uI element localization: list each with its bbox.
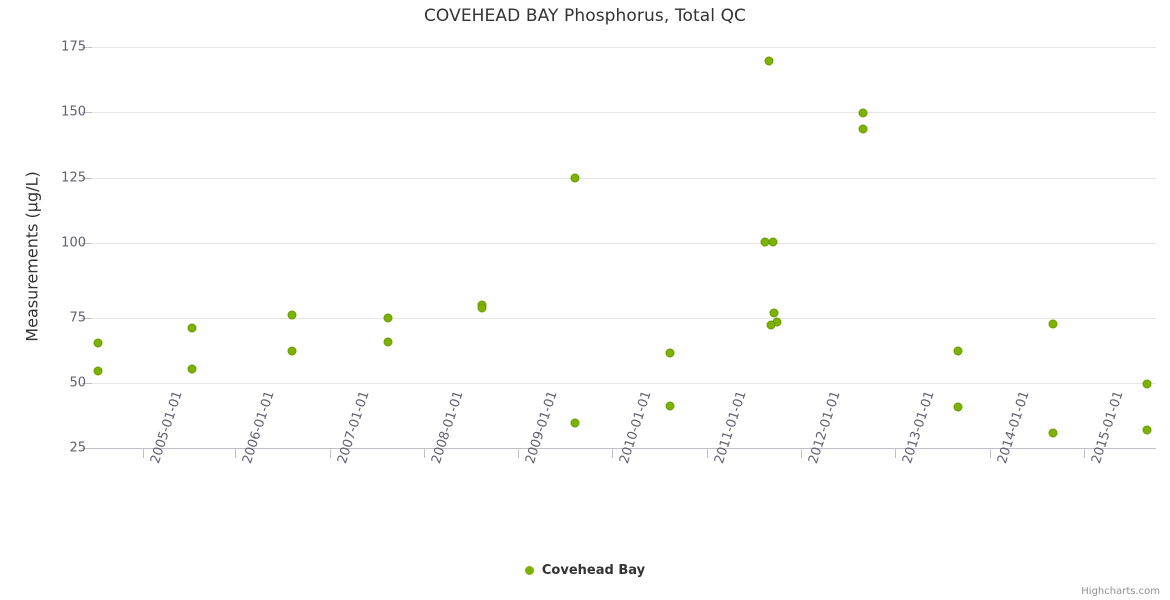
x-axis-tick-mark xyxy=(612,449,613,458)
data-point[interactable] xyxy=(287,310,297,320)
y-axis-tick-label: 175 xyxy=(61,39,86,55)
gridline xyxy=(92,383,1156,384)
y-axis-tick-label: 125 xyxy=(61,170,86,186)
data-point[interactable] xyxy=(769,308,779,318)
data-point[interactable] xyxy=(187,323,197,333)
data-point[interactable] xyxy=(1142,379,1152,389)
y-axis-tick-label: 150 xyxy=(61,104,86,120)
legend-item-label: Covehead Bay xyxy=(541,563,646,578)
x-axis-tick-mark xyxy=(143,449,144,458)
chart-title: COVEHEAD BAY Phosphorus, Total QC xyxy=(423,6,747,26)
y-axis-tick-label: 75 xyxy=(69,310,86,326)
data-point[interactable] xyxy=(383,313,393,323)
y-axis-tick-mark xyxy=(82,318,92,319)
x-axis-tick-mark xyxy=(235,449,236,458)
data-point[interactable] xyxy=(570,173,580,183)
y-axis-tick-mark xyxy=(82,448,92,449)
x-axis-tick-mark xyxy=(990,449,991,458)
gridline xyxy=(92,112,1156,113)
x-axis-tick-mark xyxy=(895,449,896,458)
y-axis-tick-mark xyxy=(82,47,92,48)
y-axis-tick-mark xyxy=(82,178,92,179)
data-point[interactable] xyxy=(1048,319,1058,329)
y-axis-tick-label: 50 xyxy=(69,375,86,391)
gridline xyxy=(92,243,1156,244)
data-point[interactable] xyxy=(1142,425,1152,435)
x-axis-tick-mark xyxy=(424,449,425,458)
x-axis-tick-mark xyxy=(1084,449,1085,458)
data-point[interactable] xyxy=(953,346,963,356)
gridline xyxy=(92,47,1156,48)
legend-marker-icon xyxy=(524,566,534,575)
data-point[interactable] xyxy=(764,56,774,66)
credits-link[interactable]: Highcharts.com xyxy=(1081,586,1160,597)
data-point[interactable] xyxy=(93,338,103,348)
data-point[interactable] xyxy=(187,364,197,374)
data-point[interactable] xyxy=(287,346,297,356)
plot-area xyxy=(92,47,1156,448)
data-point[interactable] xyxy=(477,303,487,313)
data-point[interactable] xyxy=(953,402,963,412)
chart-legend: Covehead Bay xyxy=(0,563,1170,579)
y-axis-tick-mark xyxy=(82,112,92,113)
y-axis-tick-label: 25 xyxy=(69,440,86,456)
y-axis-tick-label: 100 xyxy=(61,235,86,251)
x-axis-tick-mark xyxy=(518,449,519,458)
data-point[interactable] xyxy=(93,366,103,376)
data-point[interactable] xyxy=(665,401,675,411)
y-axis-title: Measurements (μg/L) xyxy=(22,171,42,342)
x-axis-tick-mark xyxy=(707,449,708,458)
gridline xyxy=(92,178,1156,179)
x-axis-line xyxy=(92,448,1156,449)
data-point[interactable] xyxy=(766,320,776,330)
data-point[interactable] xyxy=(768,237,778,247)
data-point[interactable] xyxy=(858,108,868,118)
data-point[interactable] xyxy=(858,124,868,134)
y-axis-tick-mark xyxy=(82,383,92,384)
gridline xyxy=(92,318,1156,319)
data-point[interactable] xyxy=(665,348,675,358)
data-point[interactable] xyxy=(570,418,580,428)
x-axis-tick-mark xyxy=(801,449,802,458)
y-axis-tick-mark xyxy=(82,243,92,244)
x-axis-tick-mark xyxy=(330,449,331,458)
legend-item-covehead-bay[interactable]: Covehead Bay xyxy=(524,563,646,578)
data-point[interactable] xyxy=(1048,428,1058,438)
data-point[interactable] xyxy=(383,337,393,347)
